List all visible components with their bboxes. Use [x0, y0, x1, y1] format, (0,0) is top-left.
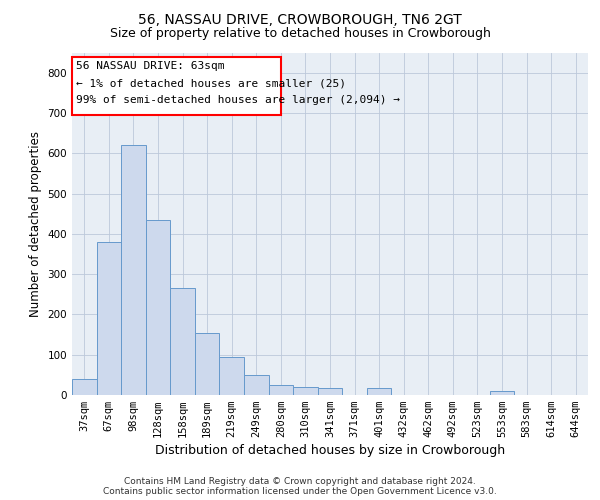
Bar [244, 375, 269, 395]
Bar [121, 145, 146, 395]
Bar [318, 388, 342, 395]
Bar [220, 356, 244, 395]
Text: Contains public sector information licensed under the Open Government Licence v3: Contains public sector information licen… [103, 487, 497, 496]
Bar [170, 288, 195, 395]
Bar [97, 242, 121, 395]
Text: ← 1% of detached houses are smaller (25): ← 1% of detached houses are smaller (25) [76, 78, 346, 88]
Bar [146, 220, 170, 395]
Bar [490, 391, 514, 395]
Text: Size of property relative to detached houses in Crowborough: Size of property relative to detached ho… [110, 28, 490, 40]
Bar [269, 385, 293, 395]
Text: 56, NASSAU DRIVE, CROWBOROUGH, TN6 2GT: 56, NASSAU DRIVE, CROWBOROUGH, TN6 2GT [138, 12, 462, 26]
Bar [195, 332, 220, 395]
Y-axis label: Number of detached properties: Number of detached properties [29, 130, 42, 317]
Text: 56 NASSAU DRIVE: 63sqm: 56 NASSAU DRIVE: 63sqm [76, 62, 224, 72]
X-axis label: Distribution of detached houses by size in Crowborough: Distribution of detached houses by size … [155, 444, 505, 458]
Bar [367, 388, 391, 395]
Bar [72, 379, 97, 395]
Bar [293, 387, 318, 395]
FancyBboxPatch shape [72, 56, 281, 115]
Text: Contains HM Land Registry data © Crown copyright and database right 2024.: Contains HM Land Registry data © Crown c… [124, 477, 476, 486]
Text: 99% of semi-detached houses are larger (2,094) →: 99% of semi-detached houses are larger (… [76, 95, 400, 105]
